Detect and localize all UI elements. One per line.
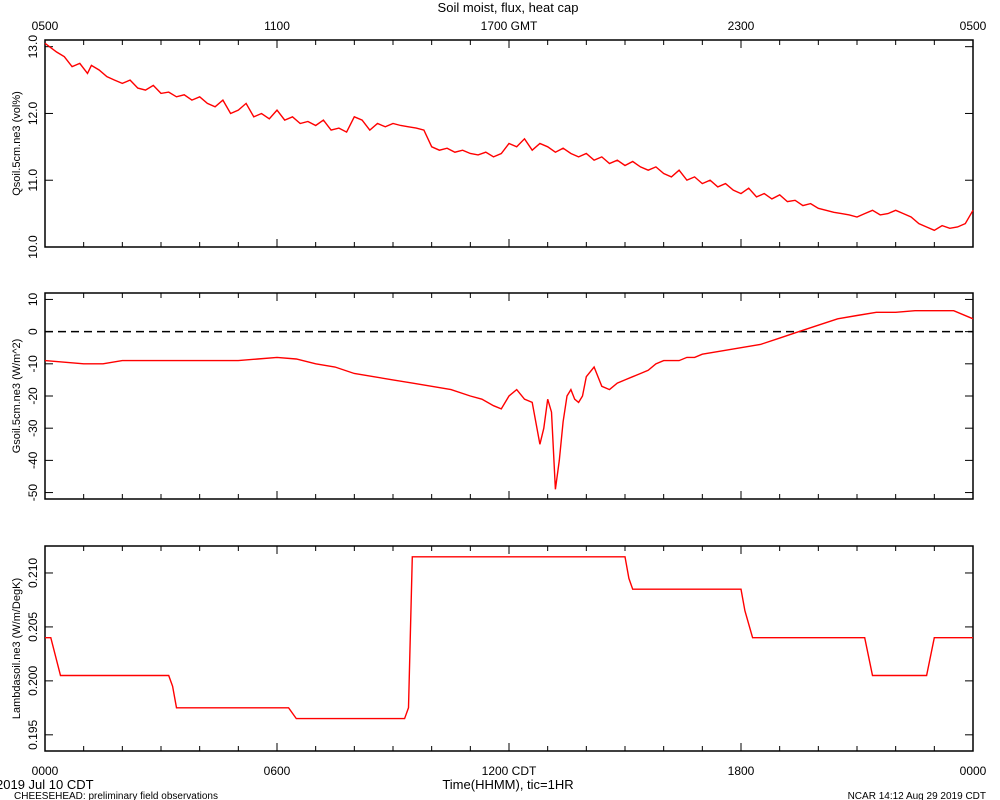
y-tick-label: 13.0: [26, 35, 40, 59]
series-line: [45, 556, 973, 720]
y-tick-label: -50: [26, 484, 40, 502]
top-tick-label: 2300: [728, 19, 755, 33]
y-tick-label: 0.210: [26, 558, 40, 588]
timestamp-label: NCAR 14:12 Aug 29 2019 CDT: [848, 791, 986, 800]
y-tick-label: 10.0: [26, 235, 40, 259]
bottom-tick-label: 1200 CDT: [482, 764, 537, 778]
top-tick-label: 0500: [960, 19, 987, 33]
panel-soil-moisture: 10.0 11.0 12.0 13.0 Qsoil.5cm.ne3 (vol%): [11, 35, 974, 259]
y-tick-label: 0.205: [26, 612, 40, 642]
series-line: [44, 42, 974, 232]
y-tick-label: -30: [26, 419, 40, 437]
top-tick-label: 1700 GMT: [481, 19, 538, 33]
bottom-axis-labels: 0000 0600 1200 CDT 1800 0000: [32, 764, 987, 778]
bottom-tick-label: 1800: [728, 764, 755, 778]
y-tick-label: 0: [26, 328, 40, 335]
bottom-tick-label: 0000: [32, 764, 59, 778]
bottom-tick-label: 0000: [960, 764, 987, 778]
top-tick-label: 1100: [264, 19, 290, 33]
y-tick-label: 12.0: [26, 101, 40, 125]
y-tick-label: -20: [26, 387, 40, 405]
y-tick-label: 11.0: [26, 169, 40, 192]
y-axis-label: Gsoil.5cm.ne3 (W/m^2): [11, 339, 23, 454]
y-tick-label: -40: [26, 451, 40, 469]
top-tick-label: 0500: [32, 19, 59, 33]
y-axis-label: Qsoil.5cm.ne3 (vol%): [11, 91, 23, 196]
project-label: CHEESEHEAD: preliminary field observatio…: [14, 791, 218, 800]
y-tick-label: 0.200: [26, 666, 40, 696]
x-axis-label: Time(HHMM), tic=1HR: [442, 777, 573, 792]
panel-thermal-conductivity: 0.195 0.200 0.205 0.210 Lambdasoil.ne3 (W/m…: [11, 545, 974, 752]
date-label: 2019 Jul 10 CDT: [0, 777, 94, 792]
y-tick-label: 10: [26, 292, 40, 306]
figure-title: Soil moist, flux, heat cap: [438, 0, 579, 15]
y-axis-label: Lambdasoil.ne3 (W/m/DegK): [11, 578, 23, 719]
panel-soil-heat-flux: -50 -40 -30 -20 -10 0 10 Gsoil.5cm.ne3 (W/m^2): [11, 292, 974, 502]
y-tick-label: 0.195: [26, 719, 40, 749]
series-line: [44, 310, 974, 490]
bottom-tick-label: 0600: [264, 764, 291, 778]
plot-frame: [44, 545, 974, 752]
top-axis-labels: 0500 1100 1700 GMT 2300 0500: [32, 19, 987, 33]
y-tick-label: -10: [26, 355, 40, 373]
